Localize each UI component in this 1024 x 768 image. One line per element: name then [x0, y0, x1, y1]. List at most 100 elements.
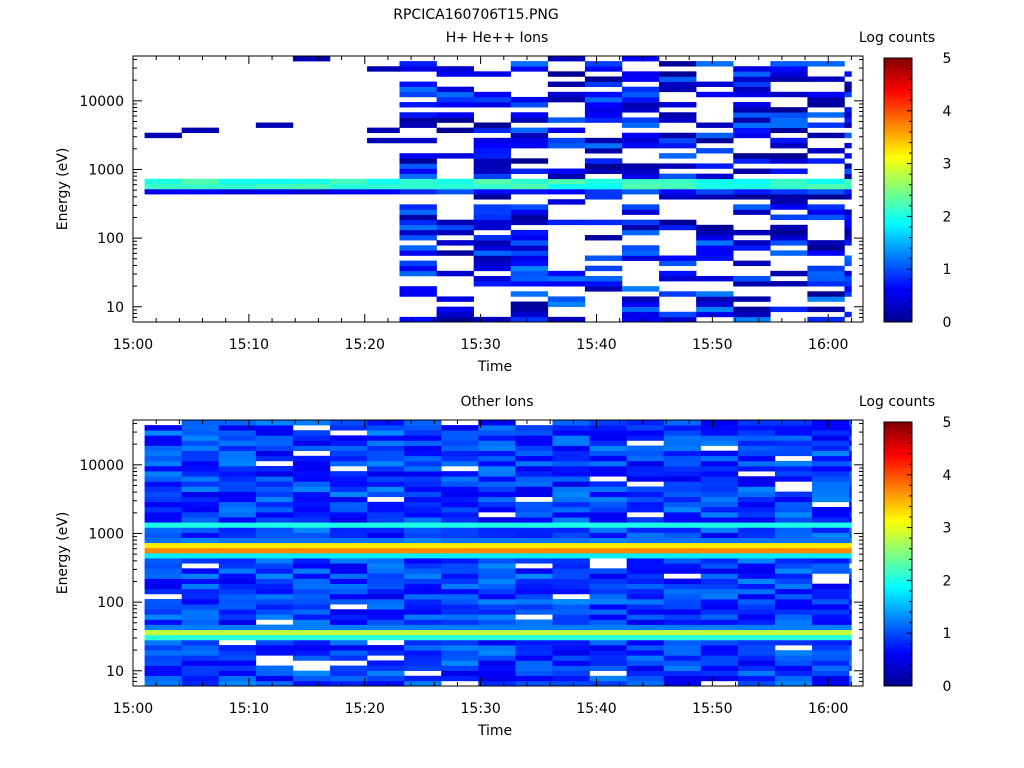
heatmap-cell	[399, 117, 437, 123]
heatmap-cell	[399, 163, 437, 169]
heatmap-cell	[404, 420, 442, 426]
heatmap-cell	[218, 634, 257, 641]
heatmap-cell	[774, 435, 813, 441]
heatmap-cell	[774, 512, 813, 518]
heatmap-cell	[659, 163, 697, 169]
heatmap-cell	[774, 476, 813, 482]
heatmap-cell	[510, 316, 549, 323]
heatmap-cell	[589, 481, 627, 487]
heatmap-cell	[774, 506, 813, 513]
heatmap-cell	[329, 435, 368, 441]
heatmap-cell	[181, 517, 220, 523]
heatmap-cell	[329, 455, 368, 462]
heatmap-cell	[621, 86, 660, 93]
heatmap-cell	[849, 506, 852, 513]
heatmap-cell	[812, 650, 850, 656]
heatmap-cell	[367, 491, 405, 498]
heatmap-cell	[663, 563, 702, 569]
heatmap-cell	[255, 501, 294, 508]
heatmap-cell	[552, 588, 590, 595]
heatmap-cell	[144, 522, 182, 528]
heatmap-cell	[367, 127, 400, 134]
heatmap-cell	[812, 614, 850, 620]
heatmap-cell	[441, 522, 479, 528]
heatmap-cell	[478, 604, 516, 610]
heatmap-cell	[774, 650, 813, 656]
heatmap-cell	[441, 650, 479, 656]
heatmap-cell	[292, 522, 331, 528]
heatmap-cell	[292, 445, 331, 451]
heatmap-cell	[436, 178, 474, 185]
heatmap-cell	[849, 450, 852, 457]
heatmap-cell	[659, 260, 697, 267]
heatmap-cell	[367, 609, 405, 615]
heatmap-cell	[737, 619, 776, 625]
heatmap-cell	[329, 614, 368, 620]
heatmap-cell	[589, 440, 627, 446]
heatmap-cell	[774, 532, 813, 538]
heatmap-cell	[292, 189, 331, 195]
heatmap-cell	[733, 183, 771, 190]
heatmap-cell	[218, 553, 257, 559]
heatmap-cell	[329, 501, 368, 508]
heatmap-cell	[812, 537, 850, 544]
heatmap-cell	[404, 578, 442, 584]
heatmap-cell	[849, 542, 852, 549]
heatmap-cell	[255, 435, 294, 441]
heatmap-cell	[478, 460, 516, 467]
heatmap-cell	[367, 645, 405, 651]
heatmap-cell	[626, 670, 664, 677]
heatmap-cell	[436, 112, 474, 118]
heatmap-cell	[700, 609, 739, 615]
heatmap-cell	[659, 117, 697, 123]
heatmap-cell	[737, 440, 776, 446]
heatmap-cell	[696, 229, 734, 236]
heatmap-cell	[849, 619, 852, 625]
heatmap-cell	[478, 522, 516, 528]
heatmap-cell	[733, 189, 771, 195]
heatmap-cell	[181, 604, 220, 610]
heatmap-cell	[844, 122, 852, 128]
heatmap-cell	[552, 624, 590, 631]
heatmap-cell	[626, 583, 664, 590]
heatmap-cell	[812, 496, 850, 503]
heatmap-cell	[255, 593, 294, 600]
panel-h-he-ions: H+ He++ Ions 15:00 15:10 15:20 15:30 15:40 15…	[55, 30, 952, 375]
heatmap-cell	[626, 604, 664, 610]
heatmap-cell	[844, 153, 852, 159]
heatmap-cell	[626, 435, 664, 441]
heatmap-cell	[589, 614, 627, 620]
heatmap-cell	[737, 450, 776, 457]
heatmap-cell	[404, 624, 442, 631]
heatmap-cell	[733, 127, 771, 134]
heatmap-cell	[700, 491, 739, 498]
heatmap-cell	[478, 680, 516, 687]
heatmap-cell	[733, 311, 771, 318]
heatmap-cell	[589, 593, 627, 600]
heatmap-cell	[663, 547, 702, 554]
heatmap-cell	[292, 583, 331, 590]
heatmap-cell	[436, 189, 474, 195]
heatmap-cell	[441, 563, 479, 569]
heatmap-cell	[621, 173, 660, 180]
heatmap-cell	[774, 609, 813, 615]
heatmap-cell	[849, 466, 852, 472]
heatmap-cell	[510, 112, 549, 118]
heatmap-cell	[255, 665, 294, 671]
heatmap-cell	[696, 275, 734, 282]
heatmap-cell	[399, 153, 437, 159]
heatmap-cell	[626, 466, 664, 472]
heatmap-cell	[404, 481, 442, 487]
heatmap-cell	[737, 588, 776, 595]
heatmap-cell	[737, 476, 776, 482]
heatmap-cell	[844, 132, 852, 139]
heatmap-cell	[144, 670, 182, 677]
heatmap-cell	[844, 173, 852, 180]
heatmap-cell	[552, 665, 590, 671]
heatmap-cell	[589, 665, 627, 671]
heatmap-cell	[621, 132, 660, 139]
heatmap-cell	[770, 199, 808, 205]
heatmap-cell	[441, 435, 479, 441]
heatmap-cell	[770, 91, 808, 98]
y-axis-label: Energy (eV)	[55, 148, 71, 231]
